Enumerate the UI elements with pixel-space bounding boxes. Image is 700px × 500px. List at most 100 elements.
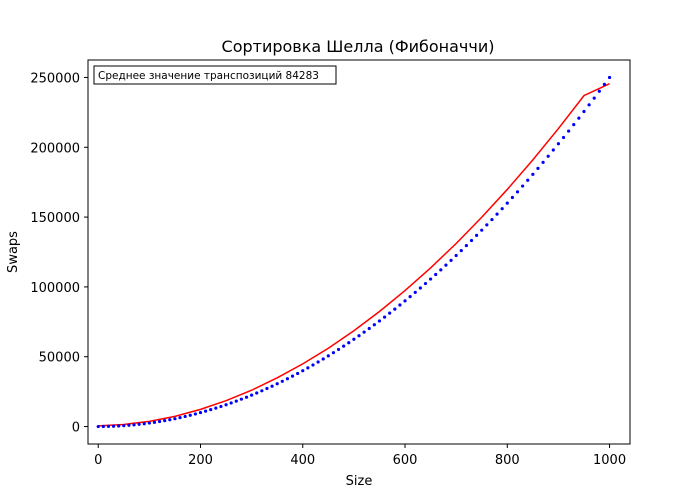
data-point	[188, 413, 192, 417]
data-point	[418, 286, 422, 290]
data-point	[265, 386, 269, 391]
x-tick-label: 800	[495, 453, 520, 468]
data-point	[362, 330, 366, 334]
y-tick-label: 200000	[30, 141, 80, 156]
data-point	[587, 103, 591, 107]
y-tick-label: 250000	[30, 71, 80, 86]
data-point	[260, 389, 264, 393]
data-point	[331, 351, 336, 355]
data-point	[572, 123, 576, 127]
data-point	[505, 201, 509, 205]
data-point	[582, 109, 586, 114]
data-point	[357, 334, 361, 338]
y-tick-label: 150000	[30, 211, 80, 226]
data-point	[597, 89, 601, 93]
data-point	[393, 307, 397, 311]
chart-title: Сортировка Шелла (Фибоначчи)	[222, 37, 495, 56]
data-point	[536, 166, 540, 170]
data-point	[500, 207, 504, 211]
data-point	[408, 295, 412, 299]
data-point	[229, 401, 233, 405]
data-point	[449, 258, 453, 262]
x-axis: 0 200 400 600 800 1000	[94, 444, 626, 468]
data-point	[428, 277, 433, 281]
data-point	[117, 424, 121, 428]
data-point	[347, 341, 351, 345]
data-point	[490, 217, 494, 222]
data-point	[137, 422, 141, 426]
x-tick-label: 1000	[593, 453, 626, 468]
data-point	[209, 408, 213, 412]
data-point	[250, 393, 254, 397]
data-point	[178, 416, 182, 420]
data-point	[413, 290, 417, 294]
y-axis: 0 50000 100000 150000 200000 250000	[30, 71, 88, 436]
data-point	[515, 190, 520, 194]
data-point	[122, 424, 126, 428]
data-point	[168, 418, 172, 422]
data-point	[577, 116, 581, 120]
annotation-text: Среднее значение транспозиций 84283	[98, 70, 319, 82]
data-point	[592, 96, 596, 100]
data-point	[290, 374, 295, 378]
data-point	[183, 414, 187, 419]
data-point	[439, 268, 443, 272]
y-axis-label: Swaps	[6, 231, 21, 273]
x-axis-label: Size	[346, 474, 373, 489]
data-point	[275, 382, 279, 386]
data-point	[280, 379, 284, 383]
data-point	[541, 160, 545, 164]
data-point	[224, 403, 228, 407]
data-point	[270, 384, 274, 388]
annotation-box	[93, 65, 337, 85]
data-point	[311, 363, 315, 367]
data-point	[142, 422, 146, 426]
data-point	[607, 75, 612, 80]
data-point	[403, 299, 407, 303]
data-point	[475, 233, 479, 237]
data-point	[255, 391, 259, 395]
data-point	[204, 409, 208, 413]
data-point	[342, 344, 346, 348]
data-point	[469, 238, 474, 243]
data-point	[459, 248, 463, 253]
data-point	[546, 154, 550, 158]
data-point	[377, 319, 382, 323]
data-point	[285, 377, 290, 381]
data-point	[434, 272, 438, 277]
y-tick-label: 0	[72, 421, 80, 436]
data-point	[531, 172, 535, 176]
y-tick-label: 100000	[30, 281, 80, 296]
data-point	[388, 311, 392, 315]
x-tick-label: 600	[393, 453, 418, 468]
data-point	[132, 423, 136, 427]
data-point	[398, 303, 402, 307]
data-point	[423, 281, 428, 286]
data-point	[296, 371, 300, 376]
data-point	[561, 135, 566, 140]
data-point	[526, 178, 530, 182]
data-point	[336, 347, 341, 352]
data-point	[306, 366, 310, 370]
y-tick-label: 50000	[39, 351, 80, 366]
data-point	[163, 419, 167, 423]
data-point	[301, 369, 305, 373]
data-point	[234, 399, 238, 403]
data-point	[510, 195, 514, 200]
data-point	[316, 360, 320, 364]
data-point	[464, 243, 468, 248]
data-point	[244, 395, 249, 399]
data-point	[127, 423, 131, 427]
data-point	[106, 424, 111, 429]
data-point	[147, 421, 151, 425]
data-point	[551, 148, 555, 152]
data-point	[444, 263, 448, 267]
data-point	[454, 253, 458, 258]
data-point	[219, 404, 223, 409]
data-point	[321, 357, 325, 361]
data-point	[480, 228, 484, 232]
x-tick-label: 0	[94, 453, 102, 468]
data-point	[352, 337, 356, 341]
data-point	[556, 142, 561, 146]
series-layer	[96, 75, 612, 429]
